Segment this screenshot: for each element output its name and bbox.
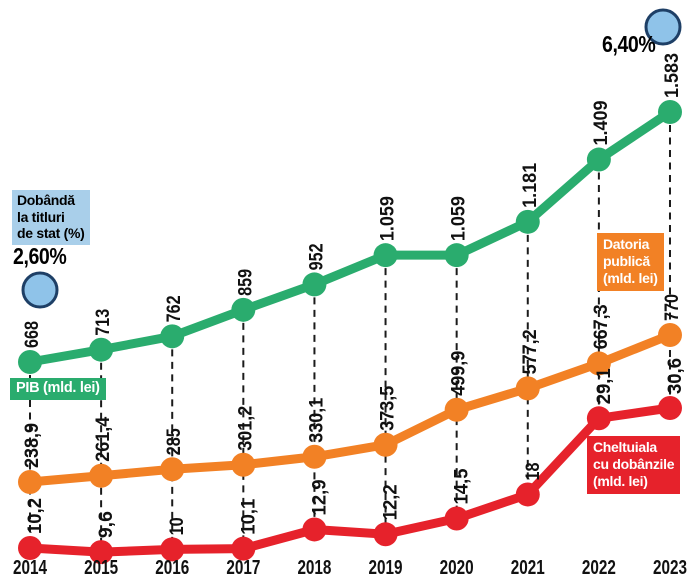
- datoria-point-2022: [586, 351, 611, 376]
- pib-value-label-2019: 1.059: [378, 196, 399, 241]
- datoria-legend-box: Datoria publică (mld. lei): [597, 233, 664, 291]
- year-label-2018: 2018: [297, 557, 331, 579]
- year-label-2020: 2020: [440, 557, 474, 579]
- cheltuiala-point-2015: [89, 540, 114, 565]
- pib-value-label-2023: 1.583: [662, 53, 683, 98]
- year-label-2016: 2016: [155, 557, 189, 579]
- datoria-point-2017: [231, 452, 256, 477]
- pib-point-2022: [586, 147, 611, 172]
- datoria-point-2020: [444, 397, 469, 422]
- pib-point-2018: [302, 272, 327, 297]
- datoria-line: [29, 330, 672, 487]
- cheltuiala-point-2021: [515, 482, 540, 507]
- datoria-value-label-2022: 667,3: [591, 304, 612, 349]
- cheltuiala-point-2022: [586, 406, 611, 431]
- datoria-value-label-2020: 499,9: [449, 351, 470, 396]
- cheltuiala-point-2017: [231, 536, 256, 561]
- cheltuiala-line: [29, 403, 671, 557]
- cheltuiala-point-2023: [657, 396, 682, 420]
- year-label-2014: 2014: [13, 557, 48, 579]
- cheltuiala-point-2019: [373, 522, 398, 547]
- cheltuiala-legend-box: Cheltuiala cu dobânzile (mld. lei): [587, 436, 681, 494]
- year-label-2022: 2022: [582, 557, 616, 579]
- year-label-2019: 2019: [369, 557, 403, 579]
- pib-point-2016: [160, 324, 185, 349]
- pib-legend-box: PIB (mld. lei): [10, 378, 106, 400]
- cheltuiala-value-label-2021: 18: [523, 462, 544, 480]
- cheltuiala-value-label-2017: 10,1: [238, 498, 259, 534]
- datoria-point-2021: [515, 376, 540, 401]
- pib-line: [29, 108, 673, 367]
- rate-circle-2023: [644, 8, 682, 46]
- cheltuiala-value-label-2023: 30,6: [665, 358, 686, 394]
- pib-point-2017: [231, 297, 256, 322]
- datoria-point-2015: [89, 463, 114, 488]
- datoria-point-2014: [18, 470, 42, 494]
- cheltuiala-value-label-2019: 12,2: [381, 484, 402, 520]
- cheltuiala-point-2020: [444, 506, 469, 531]
- cheltuiala-value-label-2018: 12,9: [309, 479, 330, 515]
- year-label-2017: 2017: [226, 557, 260, 579]
- datoria-value-label-2018: 330,1: [306, 397, 327, 442]
- pib-value-label-2021: 1.181: [520, 162, 541, 207]
- cheltuiala-point-2014: [18, 536, 42, 560]
- rate-circle-2014: [21, 271, 59, 309]
- pib-value-label-2022: 1.409: [591, 101, 612, 146]
- pib-point-2019: [373, 243, 398, 268]
- pib-point-2015: [89, 337, 114, 362]
- pib-value-label-2020: 1.059: [449, 196, 470, 241]
- pib-point-2023: [657, 100, 682, 124]
- cheltuiala-value-label-2022: 29,1: [594, 368, 615, 404]
- pib-point-2014: [18, 350, 42, 374]
- year-label-2015: 2015: [84, 557, 118, 579]
- cheltuiala-point-2016: [160, 537, 185, 562]
- rate-legend-box: Dobândă la titluri de stat (%): [12, 190, 90, 245]
- datoria-value-label-2021: 577,2: [520, 329, 541, 374]
- datoria-point-2018: [302, 444, 327, 469]
- pib-value-label-2017: 859: [235, 269, 256, 296]
- datoria-value-label-2019: 373,5: [378, 385, 399, 430]
- cheltuiala-value-label-2016: 10: [167, 517, 188, 535]
- datoria-point-2019: [373, 432, 398, 457]
- rate-value-2023: 6,40%: [602, 31, 656, 57]
- datoria-value-label-2023: 770: [662, 294, 683, 321]
- cheltuiala-point-2018: [302, 517, 327, 542]
- datoria-point-2016: [160, 457, 185, 482]
- pib-value-label-2014: 668: [22, 321, 43, 348]
- cheltuiala-value-label-2014: 10,2: [25, 498, 46, 534]
- pib-value-label-2018: 952: [306, 243, 327, 270]
- cheltuiala-value-label-2015: 9,6: [96, 511, 117, 538]
- pib-point-2020: [444, 243, 469, 268]
- datoria-value-label-2016: 285: [164, 428, 185, 455]
- pib-value-label-2015: 713: [93, 309, 114, 336]
- pib-value-label-2016: 762: [164, 295, 185, 322]
- datoria-value-label-2017: 301,2: [235, 406, 256, 451]
- rate-value-2014: 2,60%: [13, 243, 67, 269]
- datoria-value-label-2015: 261,4: [93, 416, 114, 461]
- cheltuiala-value-label-2020: 14,5: [452, 468, 473, 504]
- year-label-2021: 2021: [511, 557, 545, 579]
- year-label-2023: 2023: [653, 557, 687, 579]
- pib-point-2021: [515, 209, 540, 234]
- datoria-point-2023: [657, 323, 682, 347]
- datoria-value-label-2014: 238,9: [22, 423, 43, 468]
